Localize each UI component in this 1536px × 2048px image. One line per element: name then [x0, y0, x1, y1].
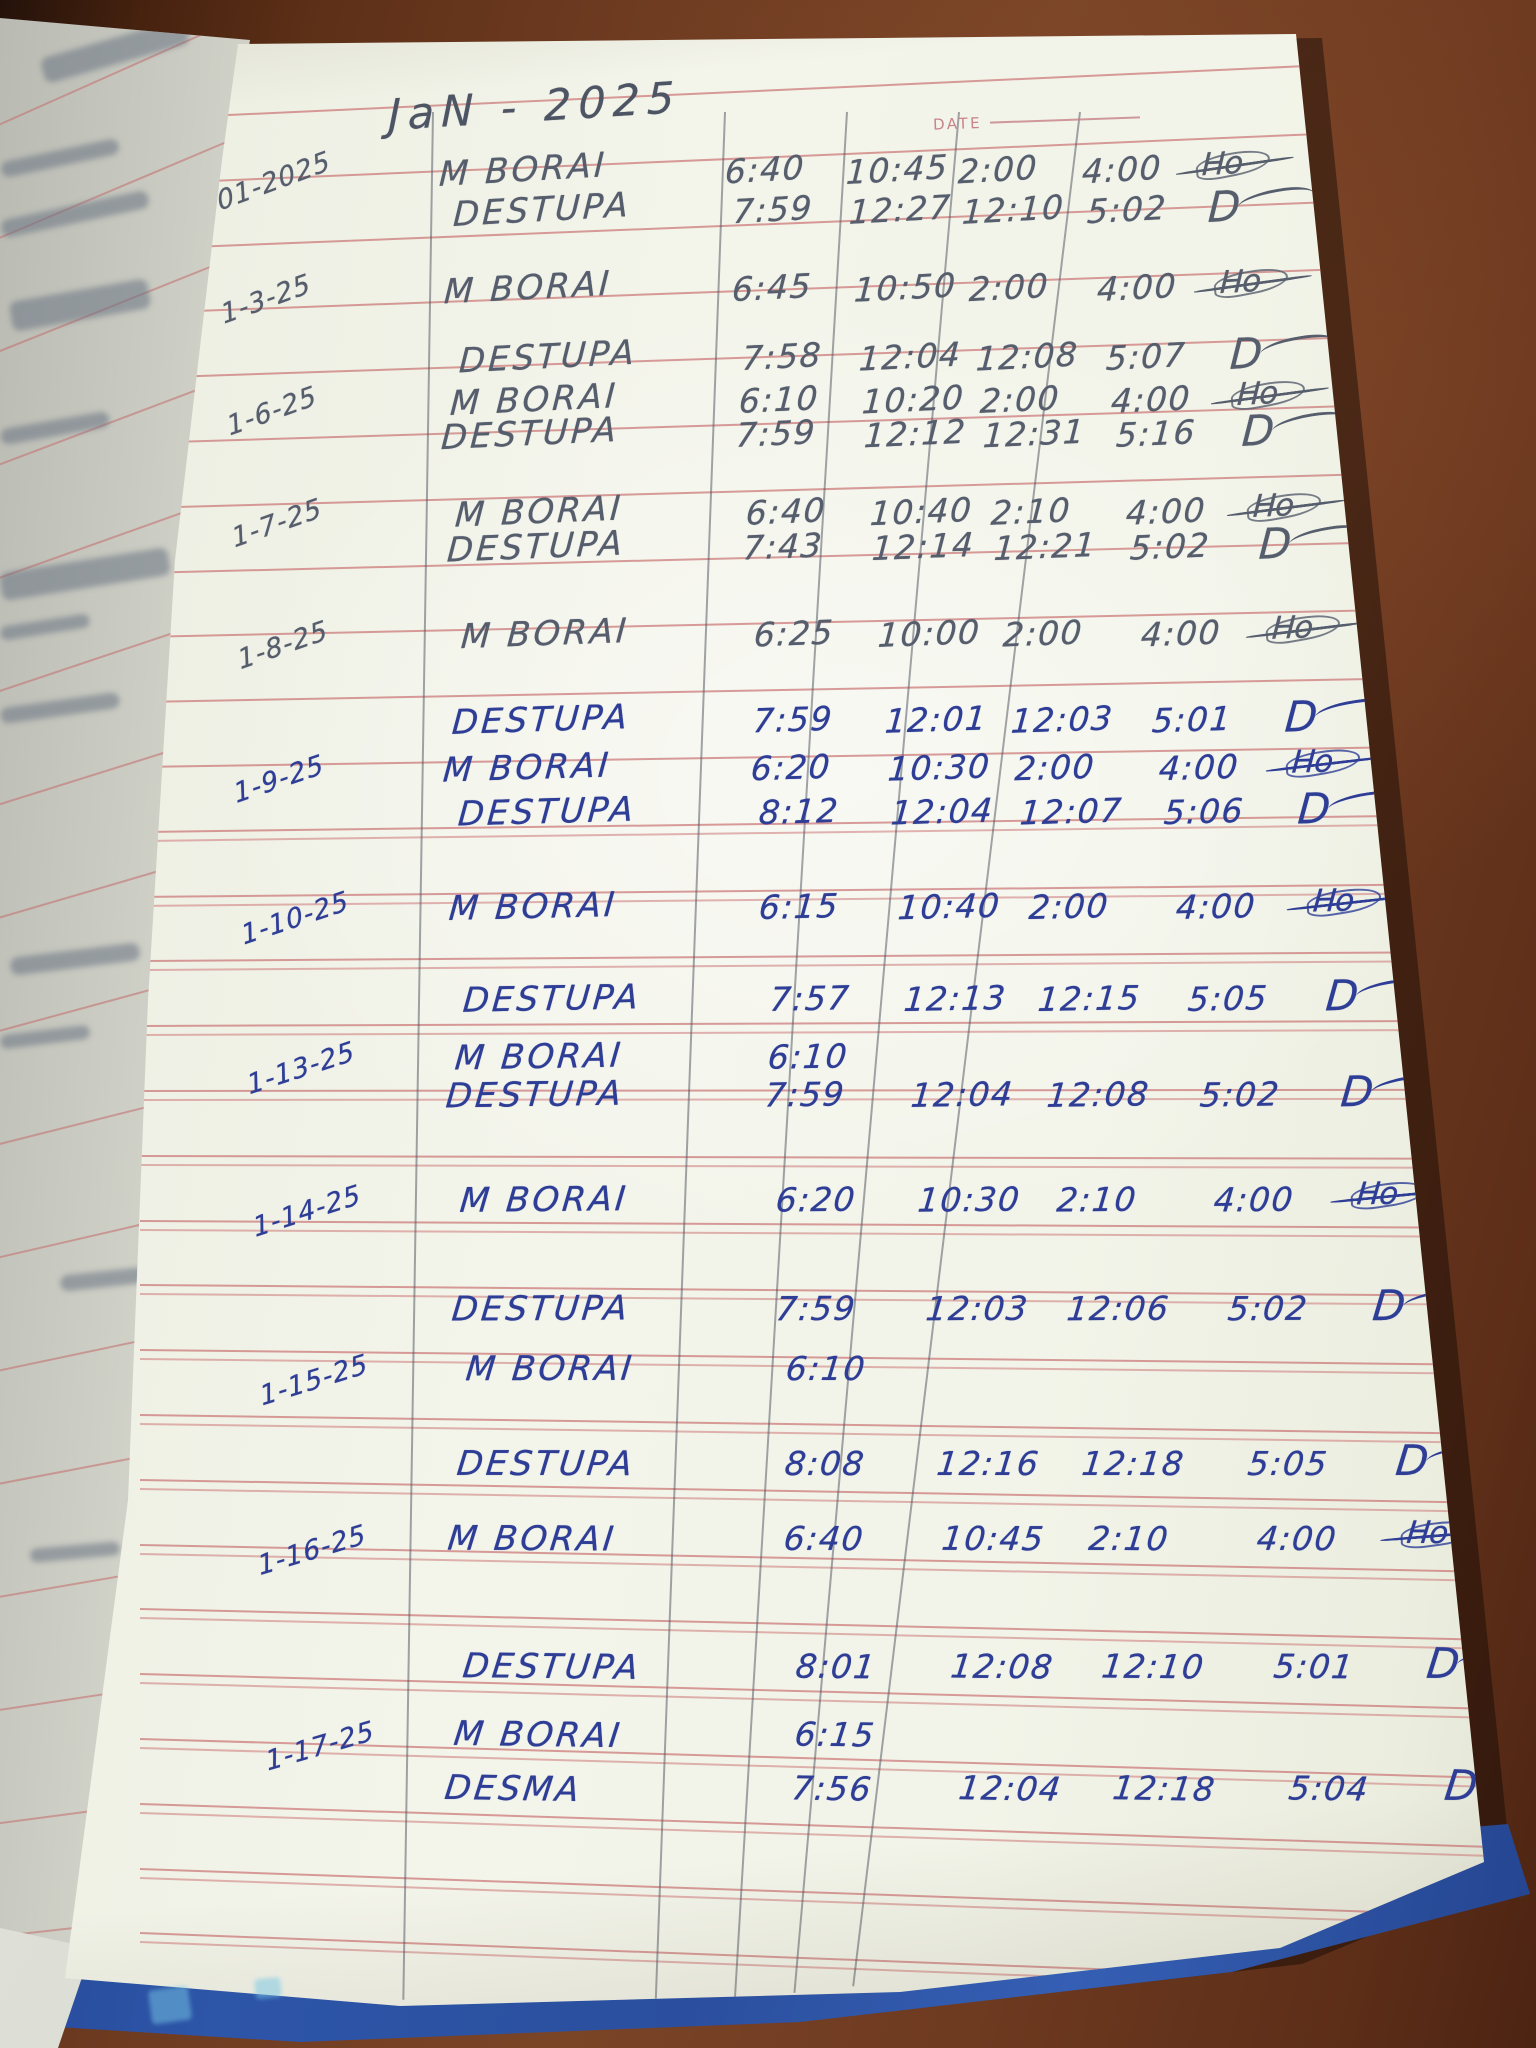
ink-bleed-ghost: [9, 942, 141, 976]
ink-bleed-ghost: [0, 189, 151, 239]
cover-highlight: [147, 1985, 193, 2025]
ink-bleed-ghost: [0, 410, 111, 446]
ink-bleed-ghost: [0, 613, 91, 641]
ink-bleed-ghost: [0, 137, 121, 179]
ink-bleed-ghost: [0, 691, 121, 725]
ink-bleed-ghost: [29, 1541, 121, 1563]
cover-highlight: [254, 1976, 282, 2000]
ink-bleed-ghost: [39, 18, 191, 85]
ink-bleed-ghost: [0, 1024, 91, 1050]
ink-bleed-ghost: [0, 546, 172, 602]
ink-bleed-ghost: [8, 278, 152, 332]
